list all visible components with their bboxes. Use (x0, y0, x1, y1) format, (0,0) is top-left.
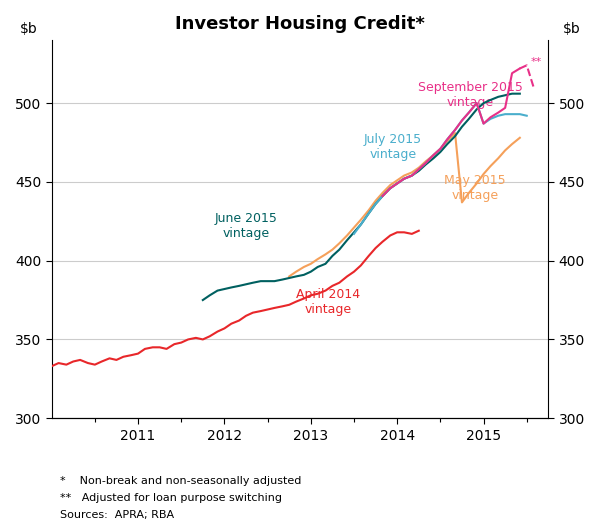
Text: September 2015
vintage: September 2015 vintage (418, 81, 523, 109)
Text: $b: $b (19, 22, 37, 36)
Text: June 2015
vintage: June 2015 vintage (215, 212, 277, 240)
Text: May 2015
vintage: May 2015 vintage (444, 174, 506, 202)
Text: **: ** (530, 57, 541, 67)
Text: *    Non-break and non-seasonally adjusted: * Non-break and non-seasonally adjusted (60, 476, 301, 486)
Text: **   Adjusted for loan purpose switching: ** Adjusted for loan purpose switching (60, 493, 282, 503)
Text: April 2014
vintage: April 2014 vintage (296, 288, 360, 316)
Text: $b: $b (563, 22, 581, 36)
Text: July 2015
vintage: July 2015 vintage (364, 133, 422, 161)
Title: Investor Housing Credit*: Investor Housing Credit* (175, 15, 425, 33)
Text: Sources:  APRA; RBA: Sources: APRA; RBA (60, 510, 174, 520)
